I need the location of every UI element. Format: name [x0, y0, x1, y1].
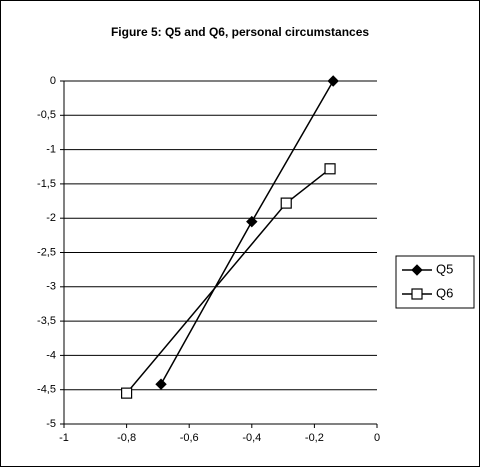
legend-marker — [411, 264, 423, 276]
legend-box — [395, 255, 475, 309]
chart-title: Figure 5: Q5 and Q6, personal circumstan… — [111, 25, 369, 39]
y-tick-label: -1 — [46, 144, 56, 156]
x-tick-label: -0,4 — [242, 432, 261, 444]
data-point — [324, 163, 336, 175]
y-tick-label: 0 — [50, 75, 56, 87]
data-point — [327, 75, 339, 87]
y-tick-label: -4,5 — [37, 384, 56, 396]
x-tick-label: -0,8 — [117, 432, 136, 444]
x-tick-label: -0,6 — [180, 432, 199, 444]
y-tick-label: -4 — [46, 349, 56, 361]
y-tick-label: -3,5 — [37, 315, 56, 327]
y-tick-label: -1,5 — [37, 178, 56, 190]
legend-text: Q6 — [436, 285, 453, 300]
data-point — [120, 387, 133, 399]
legend-marker — [411, 288, 423, 300]
x-tick-label: 0 — [374, 432, 380, 444]
y-tick-label: -2,5 — [37, 246, 56, 258]
y-tick-label: -5 — [46, 418, 56, 430]
y-tick-label: -0,5 — [37, 109, 56, 121]
data-point — [155, 378, 167, 390]
data-point — [280, 197, 292, 209]
x-tick-label: -0,2 — [305, 432, 324, 444]
legend-text: Q5 — [436, 261, 453, 276]
data-point — [246, 215, 258, 228]
y-tick-label: -3 — [46, 281, 56, 293]
x-tick-label: -1 — [59, 432, 69, 444]
y-tick-label: -2 — [46, 212, 56, 224]
